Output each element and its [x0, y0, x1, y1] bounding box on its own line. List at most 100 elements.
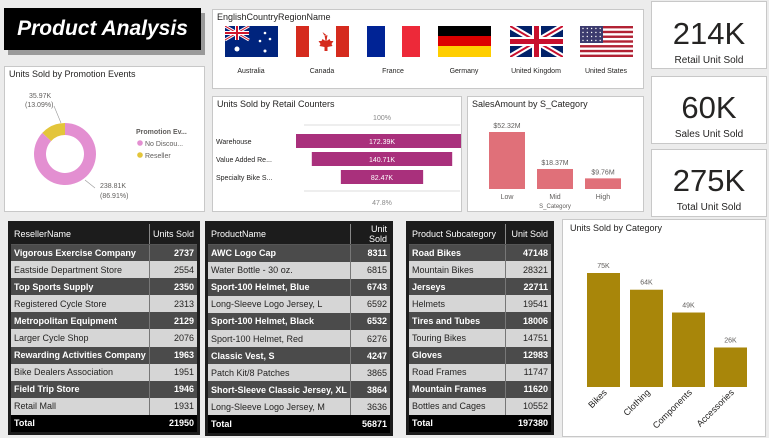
donut-label-nodiscount-value: 238.81K	[100, 183, 126, 190]
category-bar-label: 75K	[597, 263, 610, 270]
page-title: Product Analysis	[4, 8, 201, 50]
table-row[interactable]: Long-Sleeve Logo Jersey, M 3636	[208, 398, 390, 416]
country-slicer-title: EnglishCountryRegionName	[217, 12, 331, 22]
donut-slice-no-discount[interactable]	[33, 123, 96, 185]
country-option-canada[interactable]: Canada	[287, 26, 357, 75]
legend-label-no-discount[interactable]: No Discou...	[145, 141, 183, 148]
table-row[interactable]: Mountain Frames 11620	[409, 380, 551, 398]
donut-label-nodiscount-pct: (86.91%)	[100, 193, 128, 200]
table-cell: 2350	[148, 278, 197, 296]
table-cell: 6743	[349, 278, 390, 296]
category-bar-label: 26K	[724, 337, 737, 344]
table-total-label: Total	[409, 414, 505, 433]
table-cell: 11747	[504, 363, 551, 381]
table-row[interactable]: Rewarding Activities Company 1963	[11, 346, 197, 364]
table-cell: 28321	[504, 261, 551, 279]
country-option-australia[interactable]: Australia	[216, 26, 286, 75]
sales-bar-low[interactable]	[489, 132, 525, 189]
table-row[interactable]: Touring Bikes 14751	[409, 329, 551, 347]
table-row[interactable]: Vigorous Exercise Company 2737	[11, 244, 197, 262]
table-row[interactable]: Top Sports Supply 2350	[11, 278, 197, 296]
table-cell: Short-Sleeve Classic Jersey, XL	[208, 381, 351, 399]
table-cell: Retail Mall	[11, 397, 150, 415]
donut-label-reseller-value: 35.97K	[29, 93, 52, 100]
table-total-row: Total 197380	[409, 414, 551, 433]
column-header[interactable]: Product Subcategory	[409, 224, 505, 245]
table-row[interactable]: Road Bikes 47148	[409, 244, 551, 262]
funnel-bar-2[interactable]	[340, 170, 424, 184]
category-bar-components[interactable]	[672, 312, 705, 387]
table-cell: Top Sports Supply	[11, 278, 150, 296]
country-option-united-states[interactable]: United States	[571, 26, 641, 75]
funnel-bar-label: 172.39K	[369, 139, 395, 146]
table-cell: Eastside Department Store	[11, 261, 150, 279]
table-row[interactable]: Sport-100 Helmet, Red 6276	[208, 329, 390, 348]
table-row[interactable]: Eastside Department Store 2554	[11, 261, 197, 279]
table-row[interactable]: Jerseys 22711	[409, 278, 551, 296]
table-row[interactable]: Sport-100 Helmet, Black 6532	[208, 312, 390, 330]
country-option-france[interactable]: France	[358, 26, 428, 75]
donut-slice-reseller[interactable]	[42, 123, 65, 142]
germany-flag-icon	[437, 26, 491, 57]
promotion-donut-chart: 35.97K (13.09%) 238.81K (86.91%) Promotion E…	[25, 93, 187, 200]
table-row[interactable]: AWC Logo Cap 8311	[208, 244, 390, 262]
sales-bar-high[interactable]	[585, 178, 621, 189]
table-cell: 11620	[504, 380, 551, 398]
funnel-bar-1[interactable]	[311, 152, 453, 166]
table-row[interactable]: Long-Sleeve Logo Jersey, L 6592	[208, 295, 390, 313]
category-bar-accessories[interactable]	[714, 347, 747, 387]
table-cell: Rewarding Activities Company	[11, 346, 150, 364]
country-label: Canada	[309, 68, 335, 75]
table-row[interactable]: Sport-100 Helmet, Blue 6743	[208, 278, 390, 296]
sales-category-chart: $52.32M Low $18.37M Mid $9.76M High S_Category	[489, 123, 621, 210]
table-cell: Mountain Bikes	[409, 261, 505, 279]
legend-label-reseller[interactable]: Reseller	[145, 153, 171, 160]
country-label: Germany	[449, 68, 479, 75]
table-row[interactable]: Registered Cycle Store 2313	[11, 295, 197, 313]
sales-bar-mid[interactable]	[537, 168, 573, 189]
table-row[interactable]: Water Bottle - 30 oz. 6815	[208, 261, 390, 279]
table-cell: 6815	[349, 261, 390, 279]
country-label: Australia	[237, 68, 265, 75]
table-cell: Touring Bikes	[409, 329, 505, 347]
table-cell: 18006	[504, 312, 551, 330]
category-tick-label: Accessories	[695, 387, 737, 429]
kpi-retail-card: 214K Retail Unit Sold	[651, 1, 767, 69]
table-cell: 12983	[504, 346, 551, 364]
table-row[interactable]: Field Trip Store 1946	[11, 380, 197, 398]
table-row[interactable]: Tires and Tubes 18006	[409, 312, 551, 330]
table-cell: Sport-100 Helmet, Blue	[208, 278, 351, 296]
table-row[interactable]: Mountain Bikes 28321	[409, 261, 551, 279]
column-header[interactable]: ResellerName	[11, 224, 150, 245]
kpi-sales-card: 60K Sales Unit Sold	[651, 76, 767, 144]
table-row[interactable]: Classic Vest, S 4247	[208, 347, 390, 365]
table-cell: 3636	[349, 398, 390, 416]
category-chart-title: Units Sold by Category	[570, 223, 663, 233]
category-bar-bikes[interactable]	[587, 273, 620, 387]
table-row[interactable]: Helmets 19541	[409, 295, 551, 313]
table-cell: 2076	[148, 329, 197, 347]
table-row[interactable]: Retail Mall 1931	[11, 397, 197, 415]
country-option-germany[interactable]: Germany	[429, 26, 499, 75]
table-cell: 2737	[148, 244, 197, 262]
table-row[interactable]: Bottles and Cages 10552	[409, 397, 551, 415]
table-row[interactable]: Patch Kit/8 Patches 3865	[208, 364, 390, 382]
promotion-donut-card: Units Sold by Promotion Events 35.97K (13…	[4, 66, 205, 212]
country-option-united-kingdom[interactable]: United Kingdom	[501, 26, 571, 75]
category-bar-label: 49K	[682, 303, 695, 310]
donut-legend-title: Promotion Ev...	[136, 129, 187, 136]
column-header[interactable]: Unit Sold	[504, 224, 551, 245]
column-header[interactable]: ProductName	[208, 224, 351, 245]
country-label: United States	[584, 68, 628, 75]
table-row[interactable]: Larger Cycle Shop 2076	[11, 329, 197, 347]
table-row[interactable]: Gloves 12983	[409, 346, 551, 364]
table-row[interactable]: Short-Sleeve Classic Jersey, XL 3864	[208, 381, 390, 399]
category-bar-clothing[interactable]	[630, 289, 663, 387]
table-row[interactable]: Metropolitan Equipment 2129	[11, 312, 197, 330]
table-row[interactable]: Bike Dealers Association 1951	[11, 363, 197, 381]
column-header[interactable]: Unit Sold	[349, 224, 390, 245]
country-label: France	[382, 68, 404, 75]
column-header[interactable]: Units Sold	[148, 224, 197, 245]
funnel-bar-0[interactable]	[296, 134, 461, 148]
table-row[interactable]: Road Frames 11747	[409, 363, 551, 381]
